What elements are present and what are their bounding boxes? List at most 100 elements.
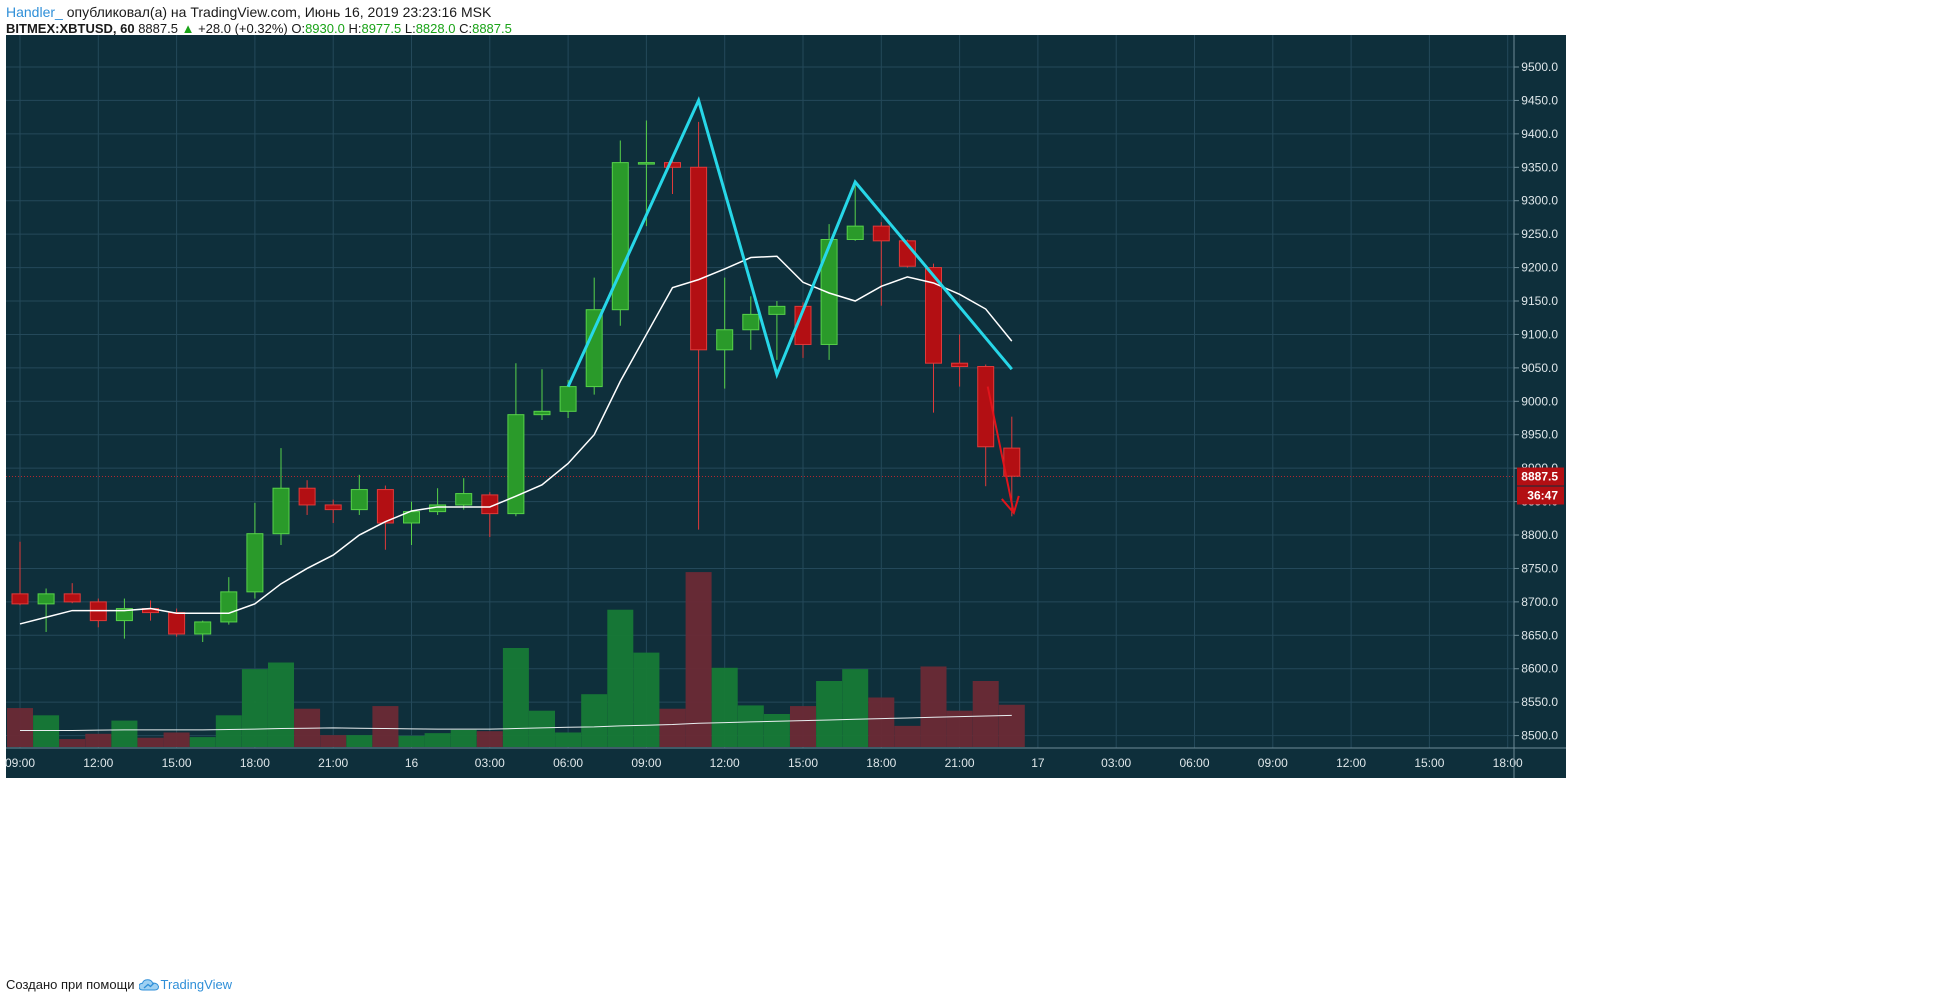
price-tick-label: 9350.0 xyxy=(1521,160,1558,174)
time-tick-label: 17 xyxy=(1031,756,1045,770)
volume-bar xyxy=(502,648,529,747)
time-tick-label: 09:00 xyxy=(631,756,661,770)
candle-body[interactable] xyxy=(951,362,969,368)
candle-body[interactable] xyxy=(977,366,995,448)
volume-bar xyxy=(868,697,895,747)
last-price: 8887.5 xyxy=(138,21,178,36)
volume-bar xyxy=(763,714,790,747)
candle-body[interactable] xyxy=(194,621,212,635)
volume-bar xyxy=(163,732,190,747)
volume-bar xyxy=(450,729,477,747)
cloud-icon xyxy=(138,978,159,990)
time-tick-label: 12:00 xyxy=(83,756,113,770)
symbol-info: BITMEX:XBTUSD, 60 8887.5 ▲ +28.0 (+0.32%… xyxy=(6,21,512,36)
candle-body[interactable] xyxy=(846,225,864,240)
volume-bar xyxy=(320,735,347,747)
time-tick-label: 18:00 xyxy=(866,756,896,770)
price-ma-line xyxy=(19,255,1013,625)
candle-body[interactable] xyxy=(376,489,394,524)
up-triangle-icon: ▲ xyxy=(181,21,195,36)
volume-bar xyxy=(476,731,503,747)
candle-body[interactable] xyxy=(298,487,316,506)
volume-bar xyxy=(137,737,164,747)
candle-body[interactable] xyxy=(637,162,655,165)
candle-body[interactable] xyxy=(664,162,681,168)
candle-body[interactable] xyxy=(690,166,708,351)
volume-bar xyxy=(920,666,947,747)
tradingview-logo-link[interactable]: TradingView xyxy=(138,977,232,992)
candle-body[interactable] xyxy=(585,309,603,388)
candle-body[interactable] xyxy=(168,612,186,635)
time-tick-label: 03:00 xyxy=(475,756,505,770)
time-tick-label: 18:00 xyxy=(240,756,270,770)
time-tick-label: 12:00 xyxy=(710,756,740,770)
candle-body[interactable] xyxy=(559,386,577,412)
volume-bar xyxy=(555,732,582,747)
time-tick-label: 15:00 xyxy=(1414,756,1444,770)
plot-area[interactable] xyxy=(6,35,1514,748)
price-tick-label: 8950.0 xyxy=(1521,428,1558,442)
price-axis-area[interactable] xyxy=(1514,35,1566,748)
volume-bar xyxy=(842,669,869,747)
candle-body[interactable] xyxy=(794,305,812,345)
price-tick-label: 8500.0 xyxy=(1521,729,1558,743)
double-top-pattern-line[interactable] xyxy=(566,96,1013,388)
time-tick-label: 06:00 xyxy=(553,756,583,770)
volume-ma-line xyxy=(20,714,1012,731)
volume-bar xyxy=(424,733,451,747)
price-tick-label: 9150.0 xyxy=(1521,294,1558,308)
candle-body[interactable] xyxy=(272,487,290,535)
volume-bar xyxy=(711,667,738,747)
volume-bar xyxy=(85,733,112,747)
candle-body[interactable] xyxy=(246,533,264,593)
time-tick-label: 15:00 xyxy=(162,756,192,770)
candle-body[interactable] xyxy=(611,162,629,311)
candle-body[interactable] xyxy=(63,593,81,603)
candle-body[interactable] xyxy=(455,493,473,506)
price-tick-label: 9100.0 xyxy=(1521,327,1558,341)
candle-body[interactable] xyxy=(220,591,238,623)
candle-body[interactable] xyxy=(742,313,760,331)
candle-body[interactable] xyxy=(37,593,55,605)
down-arrow-shaft xyxy=(986,386,1015,514)
volume-bar xyxy=(7,708,33,747)
candle-body[interactable] xyxy=(115,608,133,622)
volume-bar xyxy=(241,669,268,747)
high-label: H: xyxy=(348,21,362,36)
price-change: +28.0 (+0.32%) xyxy=(198,21,288,36)
volume-bar xyxy=(607,609,634,747)
price-tick-label: 9000.0 xyxy=(1521,394,1558,408)
candle-body[interactable] xyxy=(507,414,525,515)
time-tick-label: 06:00 xyxy=(1179,756,1209,770)
volume-bar xyxy=(111,720,138,747)
current-price-label: 8887.5 xyxy=(1521,470,1558,484)
time-tick-label: 15:00 xyxy=(788,756,818,770)
author-link[interactable]: Handler_ xyxy=(6,4,63,20)
close-label: C: xyxy=(459,21,473,36)
open-value: 8930.0 xyxy=(305,21,345,36)
volume-bar xyxy=(398,735,425,747)
time-tick-label: 21:00 xyxy=(318,756,348,770)
candle-body[interactable] xyxy=(11,593,29,605)
candle-body[interactable] xyxy=(350,489,368,511)
candle-body[interactable] xyxy=(820,238,838,345)
created-with-text: Создано при помощи xyxy=(6,977,135,992)
volume-bar xyxy=(790,706,816,747)
candle-body[interactable] xyxy=(768,305,786,315)
high-value: 8977.5 xyxy=(361,21,402,36)
current-price-tag xyxy=(1517,467,1564,486)
candle-body[interactable] xyxy=(872,225,890,242)
time-tick-label: 03:00 xyxy=(1101,756,1131,770)
volume-bar xyxy=(894,725,921,747)
time-tick-label: 18:00 xyxy=(1493,756,1523,770)
price-tick-label: 9400.0 xyxy=(1521,127,1558,141)
volume-bar xyxy=(59,739,86,747)
candle-body[interactable] xyxy=(324,504,342,511)
candle-body[interactable] xyxy=(716,329,734,351)
volume-bar xyxy=(529,710,555,747)
candle-body[interactable] xyxy=(533,410,551,416)
volume-bar xyxy=(659,708,686,747)
time-axis-area[interactable] xyxy=(6,748,1566,778)
candle-body[interactable] xyxy=(925,267,942,364)
